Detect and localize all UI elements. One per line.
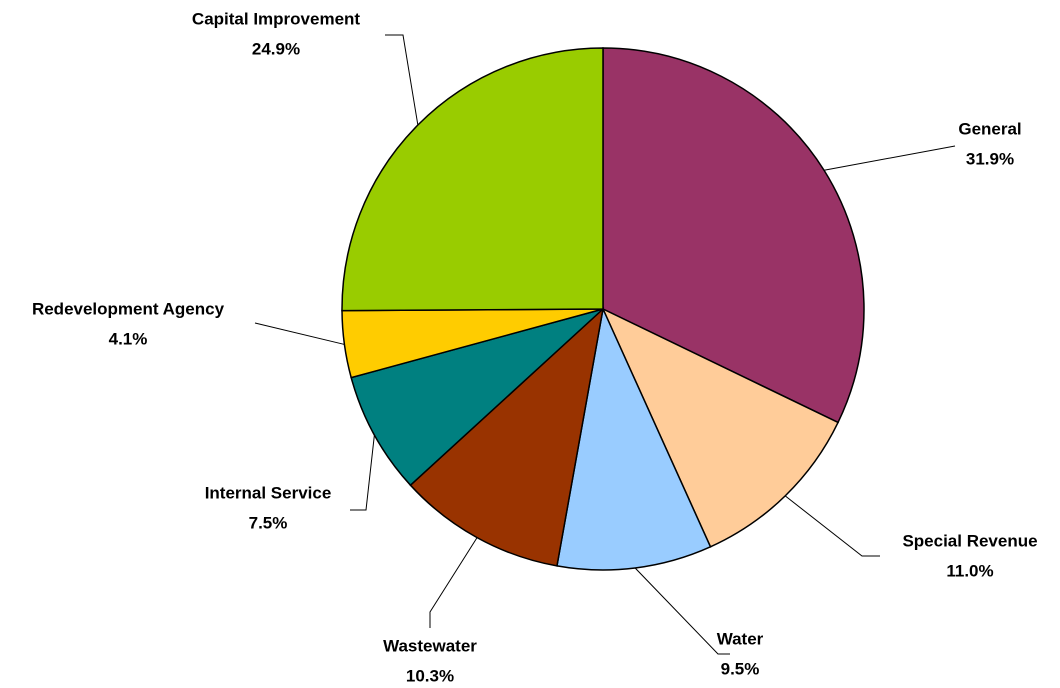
slice-label: Redevelopment Agency: [32, 299, 225, 318]
slice-label: Wastewater: [383, 636, 477, 655]
value-label: 10.3%: [406, 666, 454, 685]
leader-line: [254, 322, 345, 345]
pie-slice: [341, 47, 604, 312]
value-label: 9.5%: [721, 659, 760, 678]
value-label: 31.9%: [966, 149, 1014, 168]
pie-slice: [601, 307, 840, 548]
leader-line: [634, 567, 730, 655]
leader-line: [823, 145, 956, 171]
leader-line: [784, 495, 880, 557]
slice-label: Internal Service: [205, 483, 332, 502]
leader-line: [385, 34, 419, 126]
slice-label: Capital Improvement: [192, 9, 360, 28]
value-label: 24.9%: [252, 39, 300, 58]
slice-label: Special Revenue: [902, 531, 1037, 550]
pie-slice: [409, 306, 605, 567]
value-label: 11.0%: [946, 561, 993, 580]
value-label: 7.5%: [249, 513, 288, 532]
slice-label: Water: [717, 629, 764, 648]
slice-label: General: [958, 119, 1021, 138]
leader-line: [350, 434, 375, 511]
value-label: 4.1%: [109, 329, 148, 348]
leader-line: [429, 537, 478, 628]
pie-slice: [602, 47, 865, 424]
